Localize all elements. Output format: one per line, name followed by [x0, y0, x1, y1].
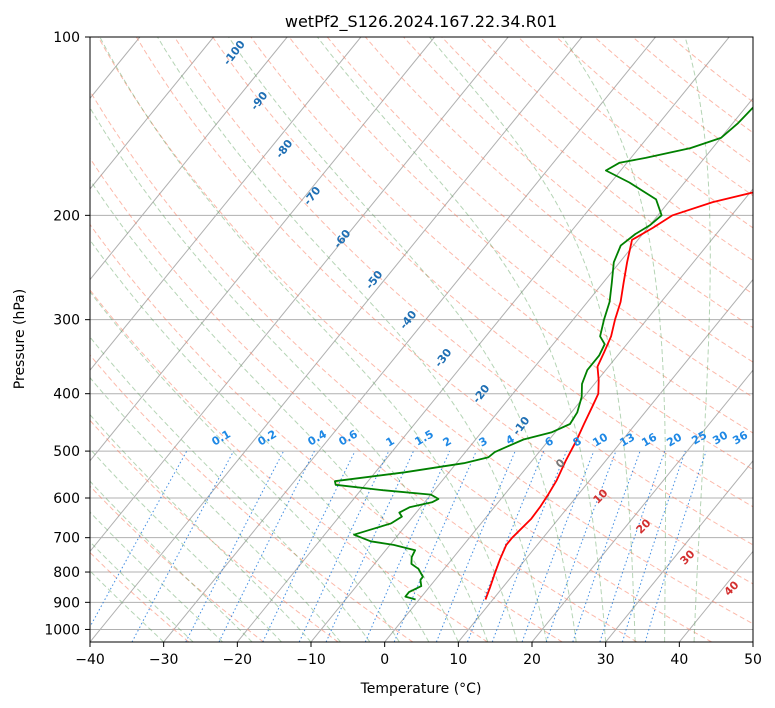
x-tick-label: −40 [75, 652, 105, 668]
mixing-ratio-line [491, 450, 567, 642]
moist-adiabat-line [99, 37, 518, 642]
x-tick-label: 0 [380, 652, 389, 668]
dry-adiabat-line [97, 37, 753, 625]
mixing-ratio-line [521, 450, 595, 642]
moist-adiabat-line [228, 37, 577, 642]
moist-adiabat-line [90, 448, 282, 642]
dewpoint-profile-line [334, 106, 753, 601]
isotherm-gridline [236, 37, 730, 642]
x-tick-label: 30 [597, 652, 615, 668]
moist-adiabat-line [562, 37, 666, 642]
mixing-ratio-line [545, 450, 617, 642]
y-tick-label: 200 [53, 208, 80, 224]
x-tick-label: −10 [296, 652, 326, 668]
isotherm-gridline [163, 37, 656, 642]
background-lines [90, 37, 753, 642]
y-axis: 100 200 300 400 500 600 700 800 900 1000 [44, 30, 90, 638]
y-tick-label: 800 [53, 565, 80, 581]
mixing-ratio-line [90, 450, 188, 628]
moist-adiabat-line [90, 413, 312, 642]
temperature-profile-line [484, 191, 753, 600]
moist-adiabat-line [90, 106, 489, 642]
mixing-ratio-line [644, 450, 707, 642]
mixing-ratio-line [621, 450, 686, 642]
dry-adiabat-line [326, 37, 753, 398]
mixing-ratio-line [467, 450, 545, 642]
x-tick-label: −30 [149, 652, 179, 668]
dry-adiabat-line [90, 223, 563, 642]
mixing-ratio-line [393, 450, 477, 642]
y-tick-label: 400 [53, 387, 80, 403]
x-tick-label: −20 [223, 652, 253, 668]
y-tick-label: 700 [53, 531, 80, 547]
y-tick-label: 300 [53, 313, 80, 329]
dry-adiabat-line [90, 289, 488, 642]
chart-title: wetPf2_S126.2024.167.22.34.R01 [285, 12, 557, 32]
x-tick-label: 10 [449, 652, 467, 668]
mixing-ratio-line [131, 450, 235, 642]
dry-adiabat-line [90, 485, 264, 642]
moist-adiabat-line [317, 37, 607, 642]
moist-adiabat-line [90, 511, 223, 642]
mixing-ratio-line [435, 450, 516, 642]
moist-adiabat-line [90, 239, 430, 642]
y-tick-label: 600 [53, 491, 80, 507]
dry-adiabat-line [135, 37, 753, 585]
moist-adiabat-line [90, 291, 400, 642]
dry-adiabat-line [90, 354, 414, 642]
isotherm-gridline [605, 459, 753, 642]
isotherm-gridline [90, 37, 214, 190]
mixing-ratio-line [218, 450, 315, 642]
moist-adiabat-line [90, 336, 371, 642]
isotherm-gridline [384, 188, 753, 642]
x-tick-label: 20 [523, 652, 541, 668]
isotherm-gridline [90, 37, 362, 371]
dry-adiabat-line [90, 419, 339, 642]
isotherm-gridline [90, 37, 509, 553]
mixing-ratio-line [572, 450, 641, 642]
dry-adiabat-line [90, 551, 190, 642]
dry-adiabat-line [288, 37, 753, 434]
x-tick-label: 40 [670, 652, 688, 668]
dry-adiabat-line [441, 37, 753, 295]
y-axis-label: Pressure (hPa) [12, 289, 28, 389]
y-tick-label: 1000 [44, 622, 80, 638]
dry-adiabat-line [90, 157, 638, 642]
dry-adiabat-line [90, 90, 712, 642]
x-tick-label: 50 [744, 652, 762, 668]
dry-adiabat-line [212, 37, 753, 508]
moist-adiabat-line [429, 37, 636, 642]
isotherm-gridline [90, 37, 583, 642]
mixing-ratio-line [599, 450, 666, 642]
x-axis-label: Temperature (°C) [360, 681, 482, 697]
y-tick-label: 500 [53, 444, 80, 460]
isotherm-gridline [531, 369, 753, 642]
y-tick-label: 100 [53, 30, 80, 46]
isotherm-gridline [457, 278, 753, 642]
isotherm-gridline [90, 37, 435, 462]
moist-adiabat-line [684, 37, 711, 642]
y-tick-label: 900 [53, 595, 80, 611]
x-axis: −40 −30 −20 −10 0 10 20 30 40 50 [75, 642, 762, 668]
moist-adiabat-line [90, 480, 253, 642]
plot-frame [89, 36, 754, 643]
data-series [334, 106, 753, 601]
